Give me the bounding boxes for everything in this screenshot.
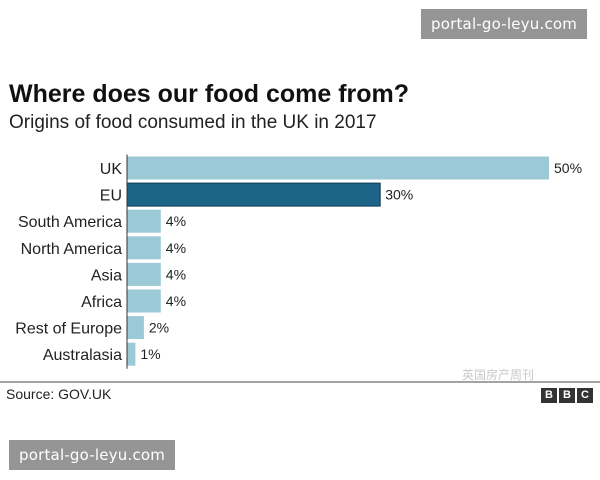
bar-south-america [127,209,161,233]
bar-eu [126,182,381,207]
value-label: 30% [385,187,413,203]
source-note: Source: GOV.UK [6,386,112,402]
watermark-top: portal-go-leyu.com [421,9,588,39]
category-label: UK [100,161,123,178]
bbc-logo-letter: B [541,388,557,403]
category-label: Asia [91,267,122,284]
chart-subtitle: Origins of food consumed in the UK in 20… [9,112,377,133]
category-label: Rest of Europe [15,321,122,338]
bar-north-america [127,236,161,260]
value-label: 2% [149,320,169,336]
value-label: 50% [554,160,582,176]
bar-australasia [127,342,136,366]
bbc-logo: B B C [541,388,593,403]
watermark-bottom: portal-go-leyu.com [9,440,176,470]
value-label: 4% [166,213,186,229]
value-label: 4% [166,240,186,256]
value-label: 1% [140,346,160,362]
bar-rest-of-europe [127,316,144,340]
category-label: Australasia [43,347,122,364]
bbc-logo-letter: C [577,388,593,403]
value-label: 4% [166,266,186,282]
category-label: North America [21,241,122,258]
chart-title: Where does our food come from? [9,80,410,108]
bar-asia [127,262,161,286]
category-label: South America [18,214,122,231]
weixin-watermark: 英国房产周刊 [462,368,535,382]
bar-uk [127,156,549,180]
value-label: 4% [166,293,186,309]
category-label: EU [100,188,122,205]
category-label: Africa [81,294,122,311]
bar-africa [127,289,161,313]
bbc-logo-letter: B [559,388,575,403]
